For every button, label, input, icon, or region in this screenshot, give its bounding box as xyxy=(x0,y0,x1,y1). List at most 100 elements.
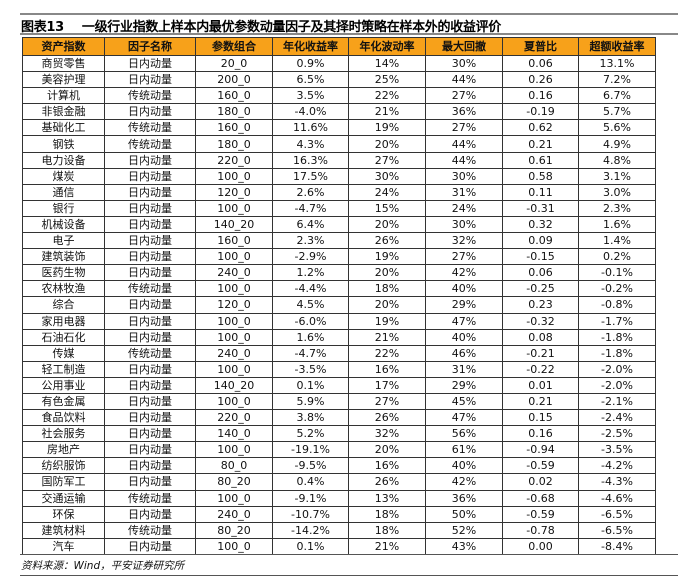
table-cell: 日内动量 xyxy=(104,441,196,459)
table-row: 食品饮料 日内动量 220_0 3.8% 26% 47% 0.15 -2.4% xyxy=(22,409,656,427)
table-cell: -1.7% xyxy=(578,312,656,330)
table-cell: 20_0 xyxy=(195,54,273,73)
table-cell: 27% xyxy=(348,392,426,411)
table-cell: 2.6% xyxy=(272,183,349,201)
top-rule xyxy=(20,13,678,15)
footer-rule xyxy=(20,554,678,555)
table-cell: 27% xyxy=(425,87,503,105)
table-cell: 6.7% xyxy=(578,87,656,105)
table-cell: 47% xyxy=(425,312,503,330)
table-cell: 50% xyxy=(425,505,503,523)
table-cell: 140_20 xyxy=(195,215,273,234)
title-rule xyxy=(20,33,678,35)
table-cell: 0.16 xyxy=(502,87,579,105)
table-cell: -0.94 xyxy=(502,441,579,459)
table-row: 银行 日内动量 100_0 -4.7% 15% 24% -0.31 2.3% xyxy=(22,199,656,217)
table-cell: 140_20 xyxy=(195,376,273,394)
table-cell: 日内动量 xyxy=(104,215,196,234)
table-row: 建筑装饰 日内动量 100_0 -2.9% 19% 27% -0.15 0.2% xyxy=(22,248,656,266)
table-cell: 环保 xyxy=(22,505,105,523)
table-cell: 传统动量 xyxy=(104,489,196,507)
table-cell: 0.62 xyxy=(502,119,579,137)
table-cell: 44% xyxy=(425,135,503,153)
table-cell: 3.1% xyxy=(578,167,656,185)
table-cell: 42% xyxy=(425,264,503,282)
table-cell: -3.5% xyxy=(578,441,656,459)
table-cell: 180_0 xyxy=(195,103,273,121)
table-cell: 31% xyxy=(425,360,503,378)
table-cell: 日内动量 xyxy=(104,54,196,73)
table-cell: 220_0 xyxy=(195,409,273,427)
table-cell: 3.0% xyxy=(578,183,656,201)
column-header: 年化收益率 xyxy=(272,37,349,56)
table-cell: -2.4% xyxy=(578,409,656,427)
table-cell: 日内动量 xyxy=(104,328,196,346)
table-cell: 61% xyxy=(425,441,503,459)
table-cell: -4.7% xyxy=(272,199,349,217)
table-cell: 2.3% xyxy=(578,199,656,217)
table-cell: 100_0 xyxy=(195,489,273,507)
table-row: 美容护理 日内动量 200_0 6.5% 25% 44% 0.26 7.2% xyxy=(22,71,656,89)
table-cell: -2.9% xyxy=(272,248,349,266)
table-cell: 100_0 xyxy=(195,360,273,378)
table-cell: 5.9% xyxy=(272,392,349,411)
table-row: 非银金融 日内动量 180_0 -4.0% 21% 36% -0.19 5.7% xyxy=(22,103,656,121)
table-cell: 4.3% xyxy=(272,135,349,153)
table-cell: 1.4% xyxy=(578,232,656,250)
table-cell: 日内动量 xyxy=(104,151,196,169)
table-cell: 30% xyxy=(425,54,503,73)
table-cell: 钢铁 xyxy=(22,135,105,153)
table-cell: 传统动量 xyxy=(104,135,196,153)
table-cell: 13% xyxy=(348,489,426,507)
table-cell: 29% xyxy=(425,376,503,394)
table-cell: 160_0 xyxy=(195,87,273,105)
table-cell: 汽车 xyxy=(22,537,105,555)
table-cell: 食品饮料 xyxy=(22,409,105,427)
table-cell: 商贸零售 xyxy=(22,54,105,73)
table-cell: 36% xyxy=(425,103,503,121)
table-cell: 0.06 xyxy=(502,264,579,282)
table-cell: 6.5% xyxy=(272,71,349,89)
table-cell: 电子 xyxy=(22,232,105,250)
source-note: 资料来源：Wind，平安证券研究所 xyxy=(21,560,185,572)
table-cell: 0.21 xyxy=(502,392,579,411)
table-cell: 40% xyxy=(425,280,503,298)
table-cell: 19% xyxy=(348,312,426,330)
table-cell: 通信 xyxy=(22,183,105,201)
table-cell: 180_0 xyxy=(195,135,273,153)
table-cell: 日内动量 xyxy=(104,232,196,250)
table-row: 社会服务 日内动量 140_0 5.2% 32% 56% 0.16 -2.5% xyxy=(22,425,656,443)
table-cell: 16% xyxy=(348,360,426,378)
bottom-rule xyxy=(20,575,678,576)
table-cell: 100_0 xyxy=(195,537,273,555)
table-cell: 3.5% xyxy=(272,87,349,105)
table-cell: 基础化工 xyxy=(22,119,105,137)
table-cell: 有色金属 xyxy=(22,392,105,411)
table-cell: 100_0 xyxy=(195,199,273,217)
table-cell: 100_0 xyxy=(195,248,273,266)
table-cell: 29% xyxy=(425,296,503,314)
table-row: 商贸零售 日内动量 20_0 0.9% 14% 30% 0.06 13.1% xyxy=(22,54,656,73)
table-cell: 120_0 xyxy=(195,183,273,201)
table-cell: 140_0 xyxy=(195,425,273,443)
table-row: 建筑材料 传统动量 80_20 -14.2% 18% 52% -0.78 -6.5% xyxy=(22,521,656,539)
table-cell: 0.1% xyxy=(272,537,349,555)
table-cell: 18% xyxy=(348,505,426,523)
table-row: 公用事业 日内动量 140_20 0.1% 17% 29% 0.01 -2.0% xyxy=(22,376,656,394)
table-cell: 20% xyxy=(348,296,426,314)
table-cell: -2.0% xyxy=(578,376,656,394)
table-cell: 轻工制造 xyxy=(22,360,105,378)
table-cell: -0.78 xyxy=(502,521,579,539)
table-cell: 5.2% xyxy=(272,425,349,443)
table-cell: 27% xyxy=(425,119,503,137)
table-cell: 1.2% xyxy=(272,264,349,282)
table-cell: 0.32 xyxy=(502,215,579,234)
table-cell: 日内动量 xyxy=(104,376,196,394)
table-row: 国防军工 日内动量 80_20 0.4% 26% 42% 0.02 -4.3% xyxy=(22,473,656,491)
figure-number: 图表13 xyxy=(21,20,64,35)
table-cell: 4.8% xyxy=(578,151,656,169)
table-cell: -4.6% xyxy=(578,489,656,507)
table-cell: 日内动量 xyxy=(104,409,196,427)
table-cell: 20% xyxy=(348,135,426,153)
table-cell: 0.1% xyxy=(272,376,349,394)
